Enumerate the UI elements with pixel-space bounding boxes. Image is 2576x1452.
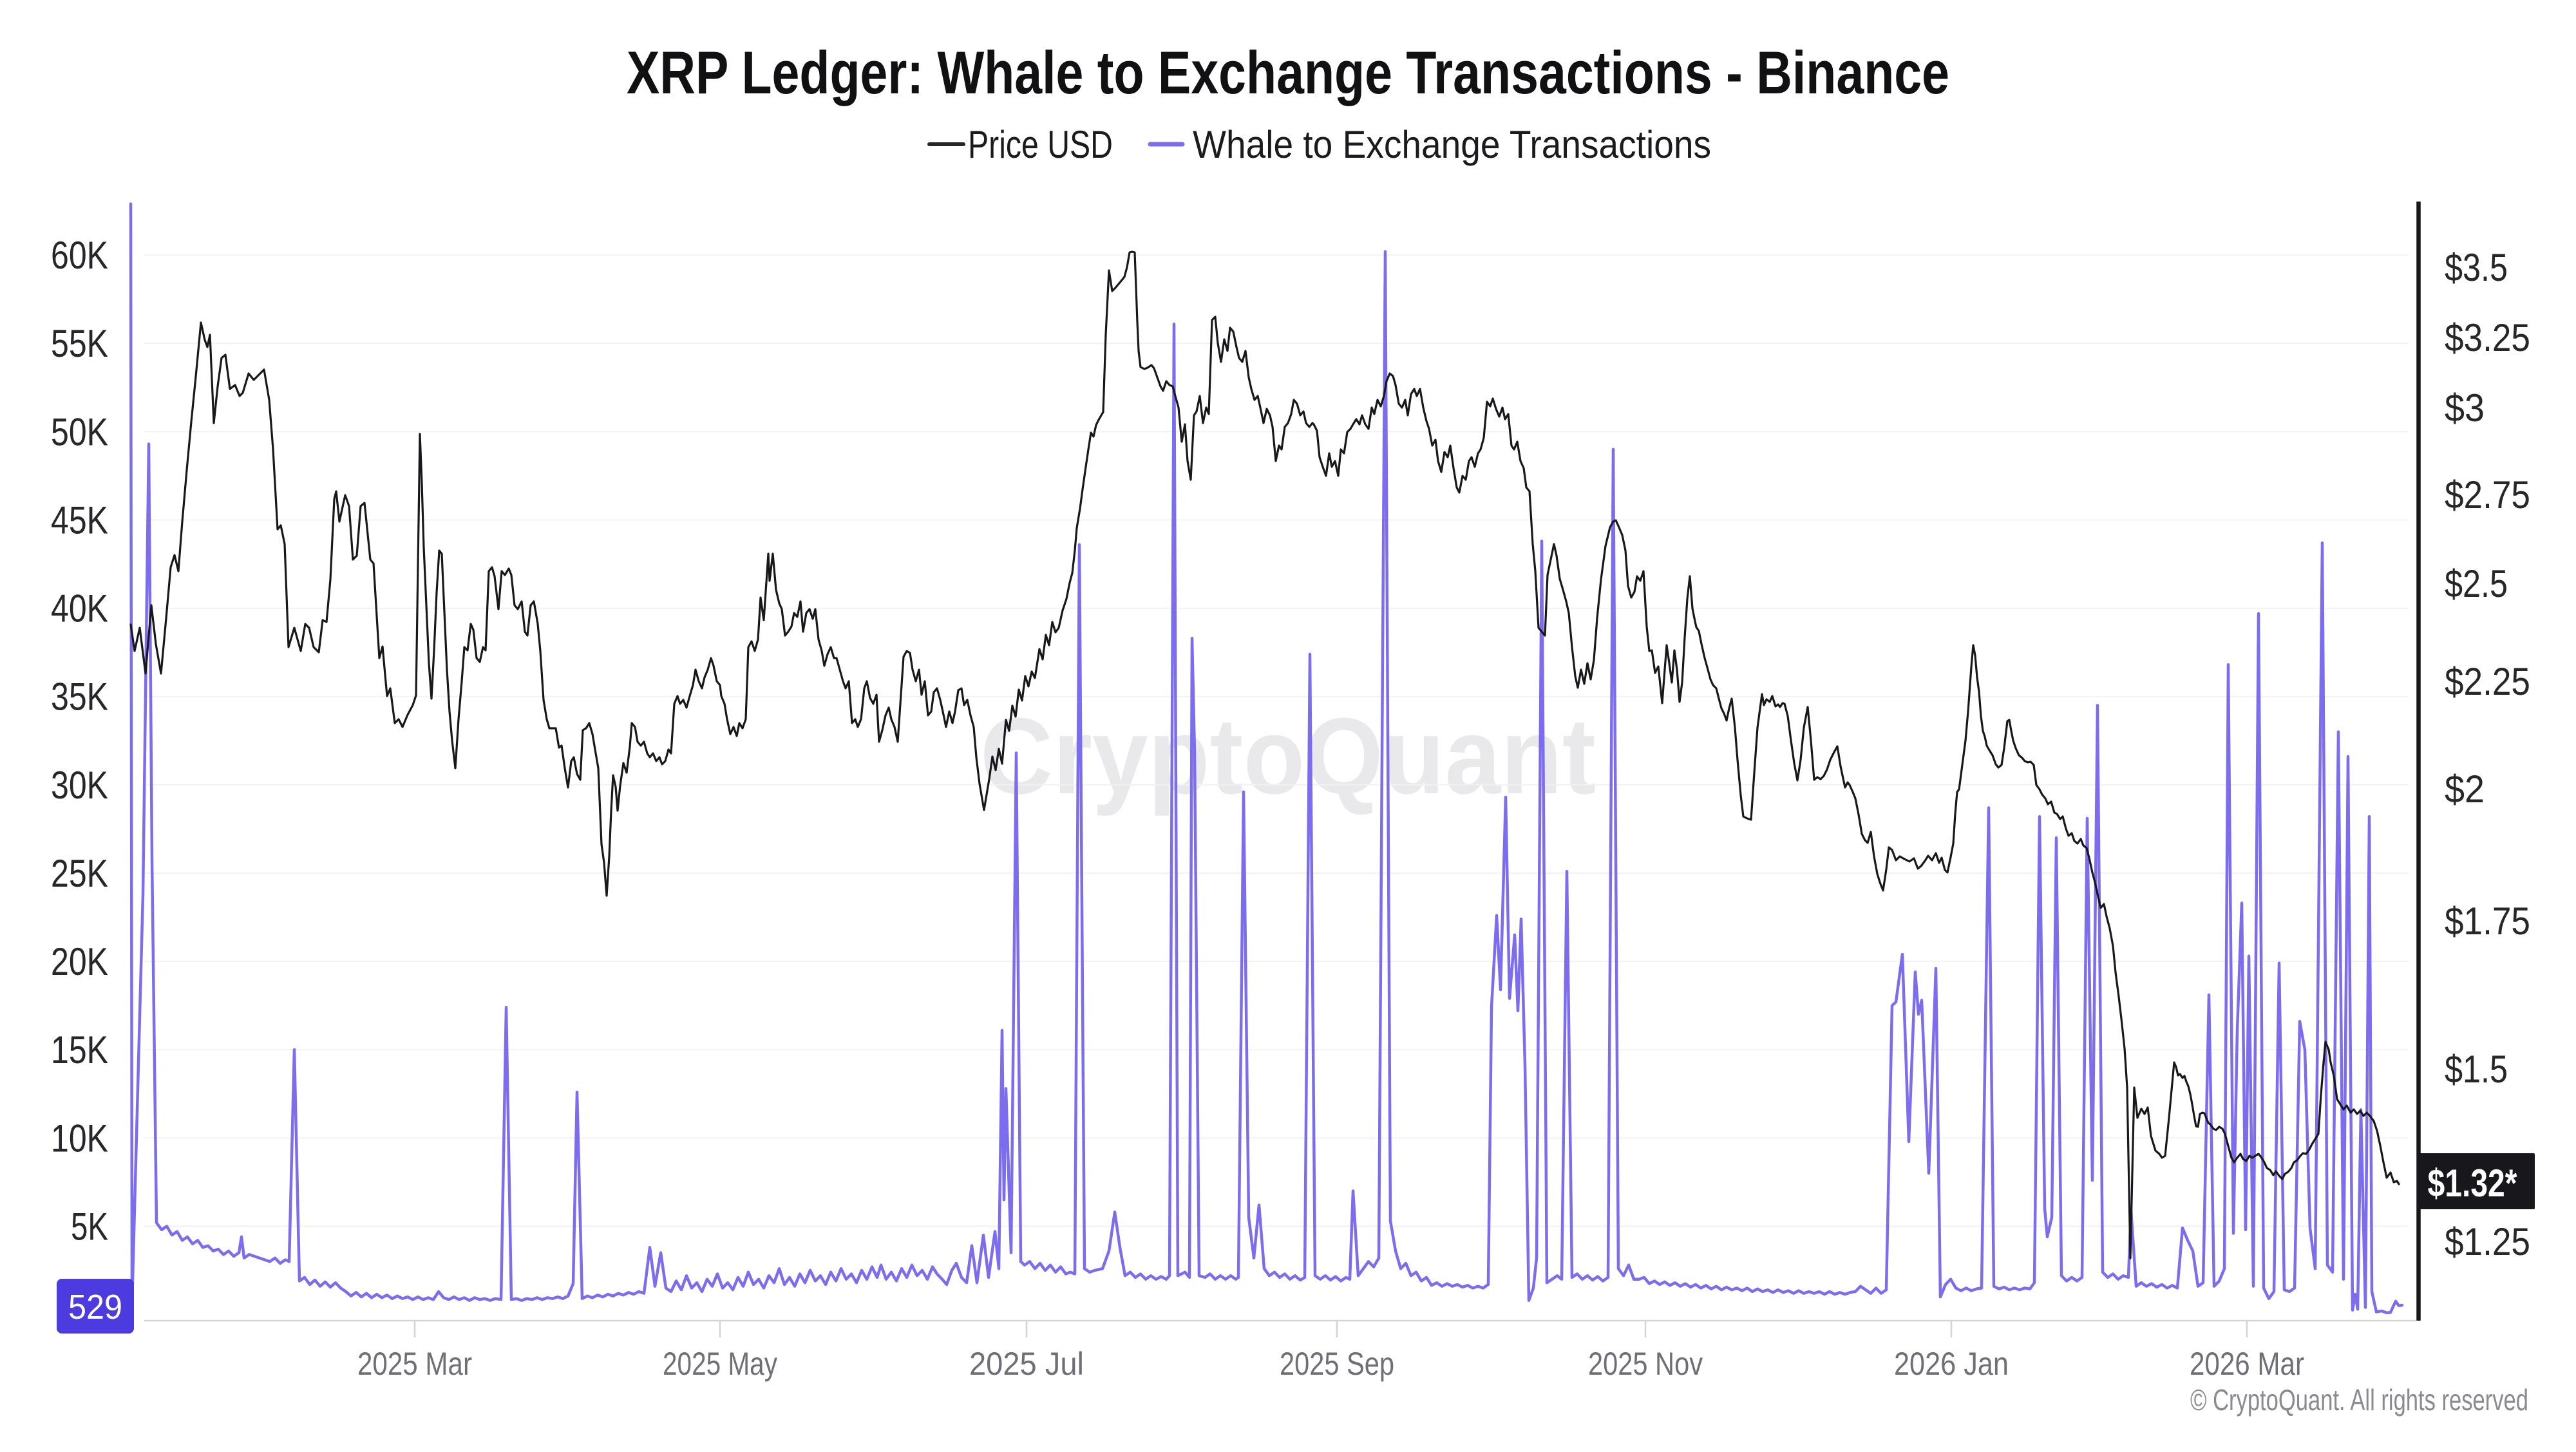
svg-text:55K: 55K <box>51 322 108 365</box>
svg-text:$1.32*: $1.32* <box>2428 1162 2518 1205</box>
svg-text:60K: 60K <box>51 234 108 277</box>
svg-text:2025 Mar: 2025 Mar <box>357 1346 472 1382</box>
svg-text:Price USD: Price USD <box>968 123 1113 166</box>
svg-text:20K: 20K <box>51 940 108 983</box>
svg-text:529: 529 <box>68 1288 122 1326</box>
svg-text:$1.25: $1.25 <box>2445 1220 2530 1263</box>
svg-text:2026 Jan: 2026 Jan <box>1894 1346 2009 1382</box>
svg-text:35K: 35K <box>51 675 108 719</box>
svg-text:$3: $3 <box>2445 386 2485 429</box>
svg-text:15K: 15K <box>51 1028 108 1071</box>
svg-text:$3.25: $3.25 <box>2445 316 2530 359</box>
svg-text:XRP Ledger: Whale to Exchange: XRP Ledger: Whale to Exchange Transactio… <box>627 39 1949 106</box>
svg-text:$2.5: $2.5 <box>2445 562 2508 605</box>
svg-text:© CryptoQuant. All rights rese: © CryptoQuant. All rights reserved <box>2190 1383 2528 1417</box>
svg-text:10K: 10K <box>51 1117 108 1160</box>
svg-text:50K: 50K <box>51 410 108 453</box>
svg-text:$1.75: $1.75 <box>2445 900 2530 943</box>
svg-text:2025 May: 2025 May <box>663 1346 777 1382</box>
svg-text:2025 Jul: 2025 Jul <box>969 1346 1084 1382</box>
svg-text:Whale to Exchange Transactions: Whale to Exchange Transactions <box>1193 123 1711 166</box>
svg-text:2025 Sep: 2025 Sep <box>1280 1346 1394 1382</box>
svg-text:CryptoQuant: CryptoQuant <box>980 695 1596 816</box>
svg-text:$2.25: $2.25 <box>2445 660 2530 703</box>
svg-text:2025 Nov: 2025 Nov <box>1588 1346 1703 1382</box>
svg-text:$3.5: $3.5 <box>2445 246 2508 289</box>
svg-text:$2: $2 <box>2445 768 2485 811</box>
svg-text:5K: 5K <box>71 1205 108 1248</box>
svg-text:$1.5: $1.5 <box>2445 1048 2508 1091</box>
svg-text:$2.75: $2.75 <box>2445 473 2530 516</box>
svg-text:40K: 40K <box>51 587 108 630</box>
svg-text:30K: 30K <box>51 764 108 807</box>
svg-text:45K: 45K <box>51 499 108 542</box>
svg-text:2026 Mar: 2026 Mar <box>2190 1346 2304 1382</box>
svg-text:25K: 25K <box>51 852 108 895</box>
